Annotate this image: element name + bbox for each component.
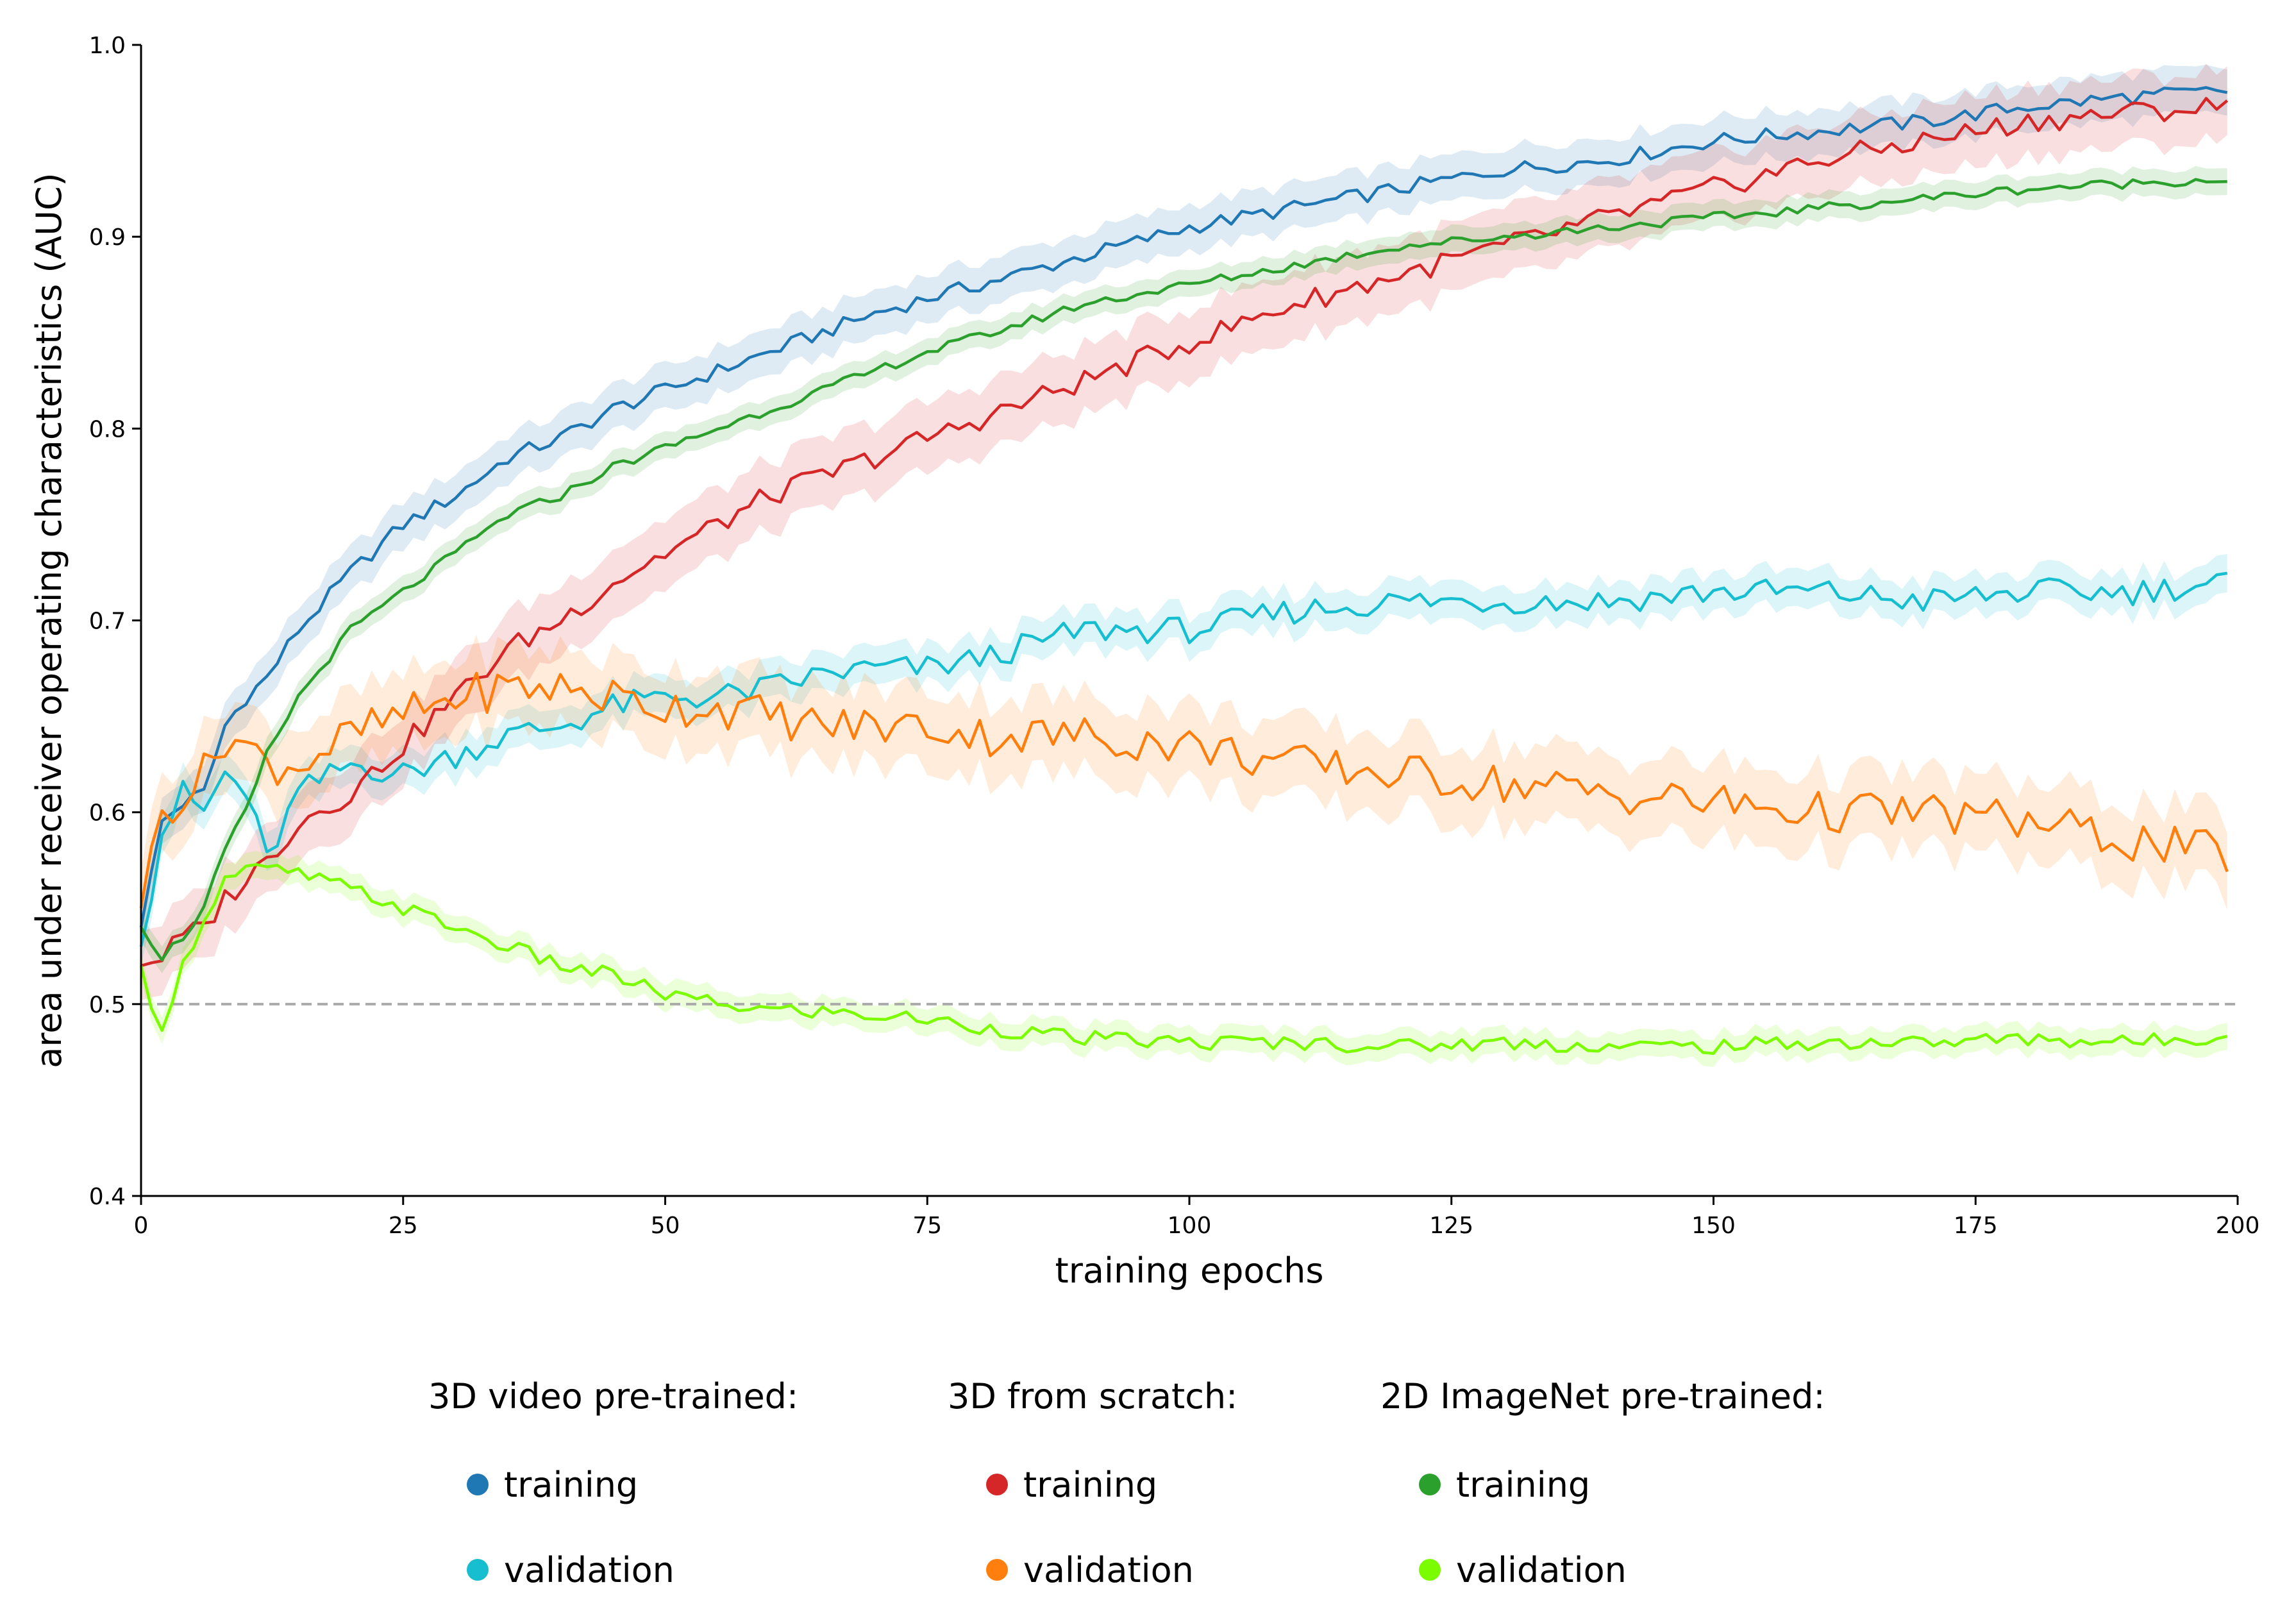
y-tick-label: 0.8 — [89, 416, 126, 442]
series-line-4 — [139, 671, 2229, 909]
x-tick-label: 125 — [1429, 1213, 1473, 1239]
confidence-bands — [141, 63, 2227, 1067]
series-lines — [139, 86, 2229, 1056]
legend-group-title: 3D video pre-trained: — [428, 1376, 798, 1417]
series-line-2 — [139, 571, 2228, 947]
series-line-5 — [140, 178, 2227, 962]
x-tick-label: 175 — [1954, 1213, 1998, 1239]
series-band-2 — [141, 554, 2227, 966]
x-tick-label: 50 — [651, 1213, 680, 1239]
legend-entry-label: training — [1023, 1465, 1157, 1505]
y-tick-label: 0.4 — [89, 1184, 126, 1210]
series-line-6 — [139, 862, 2228, 1056]
y-tick-label: 0.9 — [89, 224, 126, 251]
x-axis-ticks: 0 25 50 75 100 125 150 175 200 — [134, 1196, 2260, 1239]
legend-marker-icon — [986, 1559, 1008, 1581]
series-line-3 — [140, 97, 2229, 968]
y-tick-label: 0.5 — [89, 992, 126, 1018]
legend-marker-icon — [467, 1559, 489, 1581]
legend-group-title: 2D ImageNet pre-trained: — [1380, 1376, 1825, 1417]
series-band-1 — [141, 64, 2227, 951]
legend-marker-icon — [1419, 1474, 1441, 1495]
x-tick-label: 150 — [1691, 1213, 1736, 1239]
legend-entry-label: training — [1456, 1465, 1590, 1505]
legend-entry-label: validation — [1456, 1550, 1627, 1590]
x-tick-label: 200 — [2216, 1213, 2260, 1239]
x-tick-label: 25 — [389, 1213, 418, 1239]
y-tick-label: 1.0 — [89, 33, 126, 59]
y-tick-label: 0.6 — [89, 800, 126, 827]
x-tick-label: 0 — [134, 1213, 149, 1239]
series-band-3 — [141, 63, 2227, 1000]
y-tick-label: 0.7 — [89, 609, 126, 635]
legend-entry-label: validation — [504, 1550, 675, 1590]
y-axis-ticks: 0.4 0.5 0.6 0.7 0.8 0.9 1.0 — [89, 33, 141, 1210]
legend-entry-label: validation — [1023, 1550, 1194, 1590]
legend-marker-icon — [986, 1474, 1008, 1495]
x-axis-label: training epochs — [1055, 1250, 1324, 1291]
x-tick-label: 75 — [912, 1213, 942, 1239]
legend: 3D video pre-trained: training validation 3… — [428, 1376, 1825, 1590]
legend-marker-icon — [467, 1474, 489, 1495]
legend-entry-label: training — [504, 1465, 638, 1505]
y-axis-label: area under receiver operating characteri… — [29, 172, 69, 1068]
series-band-6 — [141, 851, 2227, 1067]
series-line-1 — [139, 86, 2228, 928]
series-band-4 — [141, 635, 2227, 947]
legend-marker-icon — [1419, 1559, 1441, 1581]
legend-group-title: 3D from scratch: — [948, 1376, 1237, 1417]
x-tick-label: 100 — [1168, 1213, 1212, 1239]
